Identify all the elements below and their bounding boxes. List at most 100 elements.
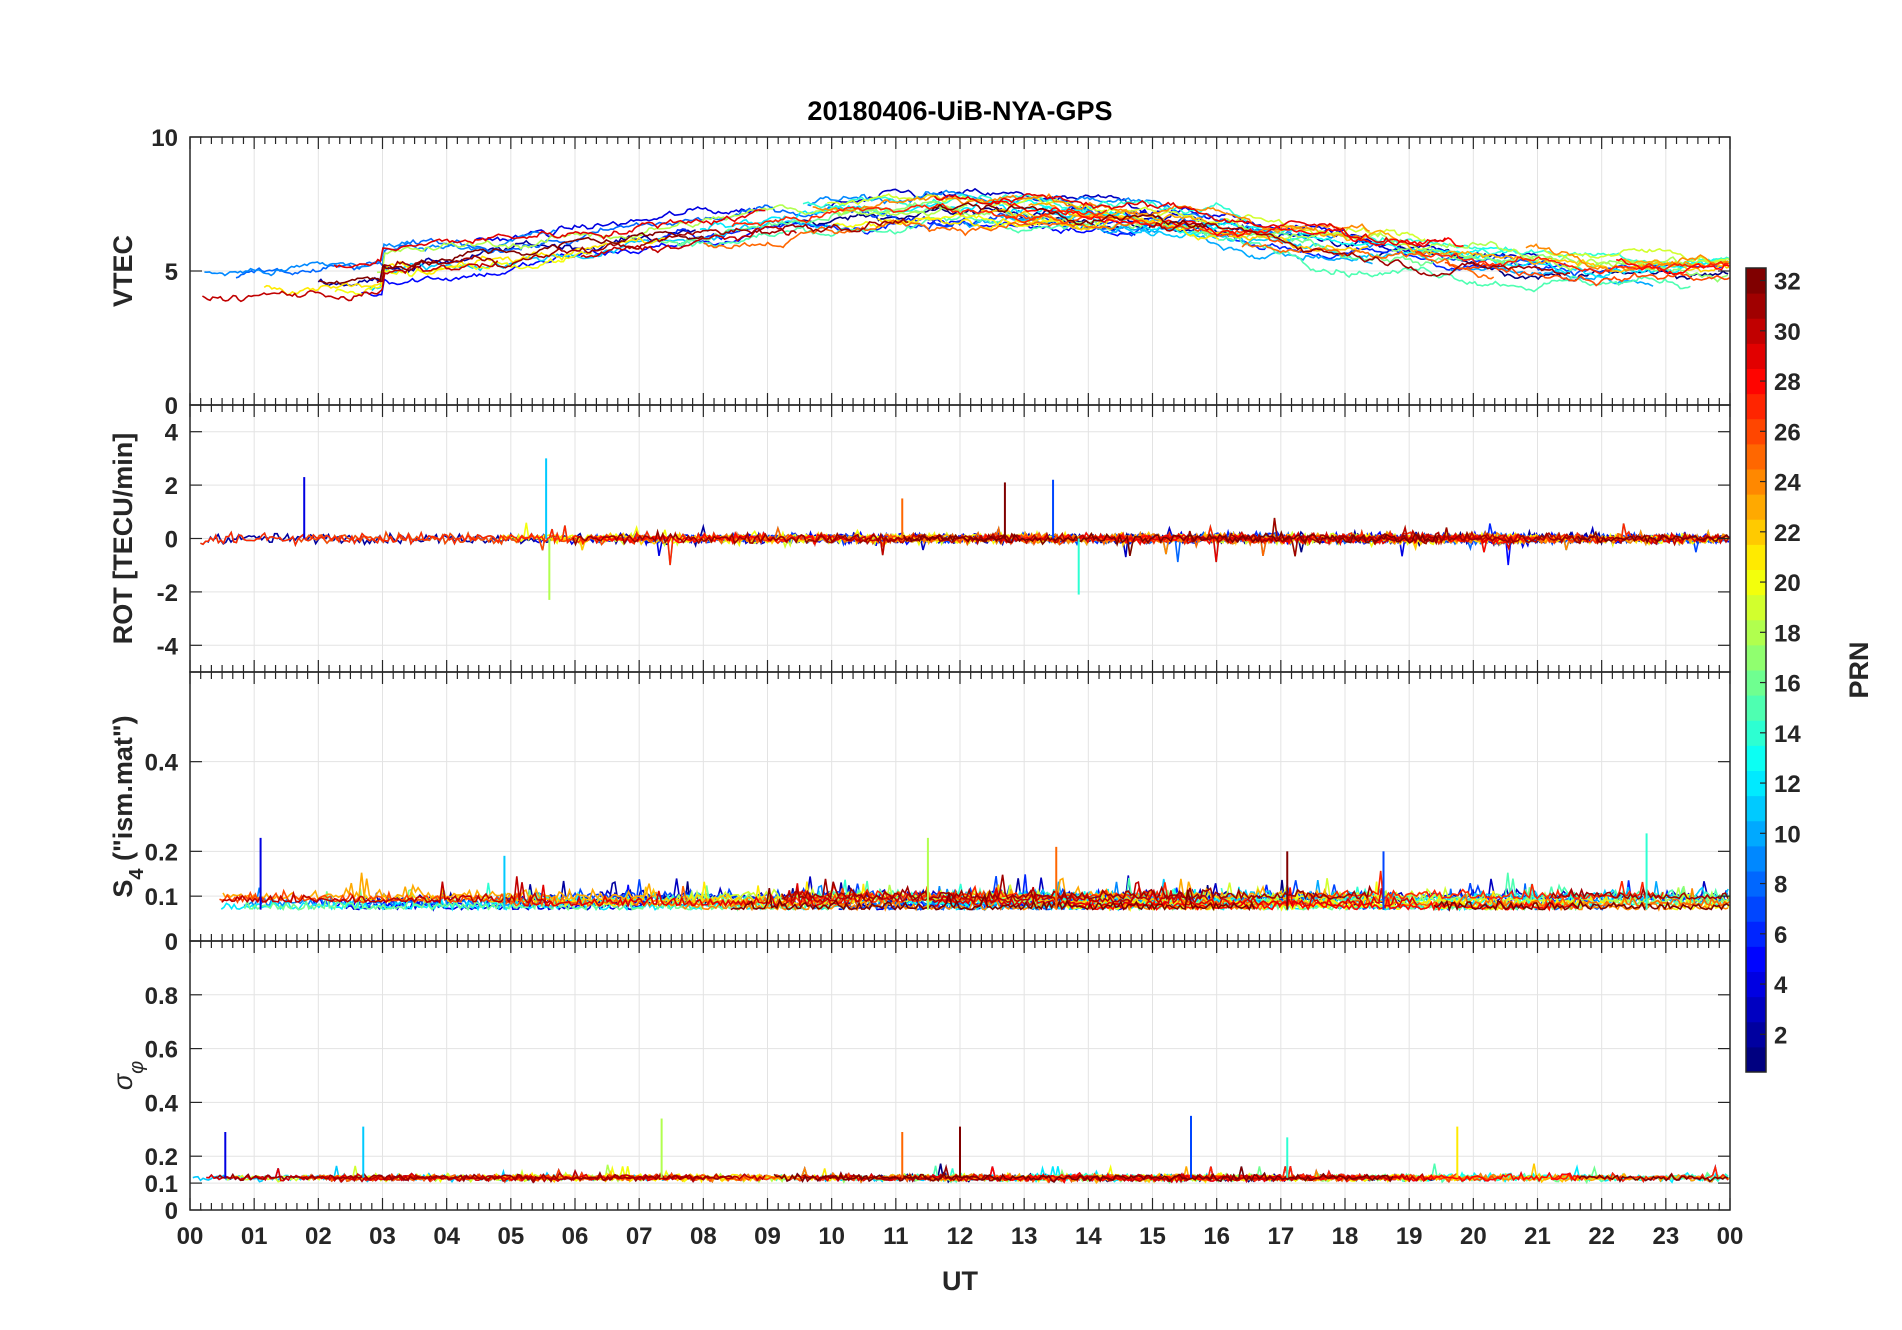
colorbar-segment bbox=[1746, 644, 1766, 671]
colorbar-segment bbox=[1746, 544, 1766, 570]
colorbar-segment bbox=[1746, 871, 1766, 897]
colorbar-segment bbox=[1746, 720, 1766, 746]
series-line-prn-27 bbox=[731, 202, 1108, 228]
chart-title: 20180406-UiB-NYA-GPS bbox=[807, 96, 1112, 126]
series-line-prn-30 bbox=[580, 225, 797, 259]
x-tick-label: 15 bbox=[1139, 1223, 1166, 1250]
colorbar-segment bbox=[1746, 293, 1766, 319]
colorbar-segment bbox=[1746, 745, 1766, 771]
colorbar-segment bbox=[1746, 368, 1766, 395]
series-line-prn-32 bbox=[1433, 898, 1730, 912]
colorbar-segment bbox=[1746, 1046, 1766, 1073]
x-tick-label: 11 bbox=[883, 1223, 908, 1250]
colorbar-tick-label: 8 bbox=[1774, 872, 1787, 899]
series-group-rot bbox=[200, 458, 1730, 600]
series-line-prn-31 bbox=[572, 528, 1020, 547]
colorbar-segment bbox=[1746, 820, 1766, 847]
y-tick-label-rot: 0 bbox=[165, 527, 178, 554]
y-tick-label-s4: 0 bbox=[165, 929, 178, 956]
y-tick-label-sigma: 0.4 bbox=[145, 1090, 179, 1117]
colorbar-tick-label: 32 bbox=[1774, 269, 1801, 296]
x-tick-label: 04 bbox=[433, 1223, 460, 1250]
x-tick-label: 09 bbox=[754, 1223, 781, 1250]
colorbar-segment bbox=[1746, 343, 1766, 369]
series-line-prn-31 bbox=[1148, 219, 1571, 277]
colorbar-tick-label: 20 bbox=[1774, 570, 1801, 597]
y-tick-label-s4: 0.1 bbox=[145, 884, 178, 911]
x-tick-label: 13 bbox=[1011, 1223, 1038, 1250]
series-line-prn-19 bbox=[1543, 248, 1730, 265]
panel-vtec: 0 5 10 VTEC bbox=[108, 125, 1731, 420]
series-line-prn-28 bbox=[988, 200, 1464, 248]
colorbar-segment bbox=[1746, 393, 1766, 420]
series-line-prn-31 bbox=[1550, 886, 1729, 900]
colorbar-segment bbox=[1746, 946, 1766, 972]
y-tick-label-vtec: 10 bbox=[151, 125, 178, 152]
series-line-prn-29 bbox=[333, 209, 766, 269]
series-line-prn-27 bbox=[1415, 250, 1729, 275]
x-ticks-vtec bbox=[189, 137, 1731, 405]
series-line-prn-28 bbox=[593, 531, 887, 547]
series-line-prn-24 bbox=[1525, 243, 1729, 273]
x-tick-label: 02 bbox=[305, 1223, 332, 1250]
series-line-prn-28 bbox=[1615, 257, 1730, 275]
colorbar-segment bbox=[1746, 318, 1766, 344]
y-tick-label-sigma: 0.6 bbox=[145, 1037, 178, 1064]
y-axis-label-sigma: σφ bbox=[108, 1061, 148, 1090]
series-line-prn-29 bbox=[522, 883, 850, 908]
x-axis-label: UT bbox=[942, 1266, 978, 1296]
y-tick-label-rot: -2 bbox=[157, 580, 178, 607]
x-tick-label: 00 bbox=[177, 1223, 204, 1250]
series-group-vtec bbox=[201, 187, 1730, 303]
colorbar-segment bbox=[1746, 795, 1766, 822]
y-axis-label-rot: ROT [TECU/min] bbox=[108, 433, 138, 644]
y-tick-label-vtec: 5 bbox=[165, 259, 178, 286]
y-tick-label-rot: 2 bbox=[165, 473, 178, 500]
x-ticks-s4 bbox=[189, 672, 1731, 941]
colorbar-segment bbox=[1746, 519, 1766, 545]
colorbar-tick-label: 2 bbox=[1774, 1022, 1787, 1049]
panel-sigma: 00.10.2 0.4 0.6 0.8 σφ bbox=[108, 940, 1731, 1225]
colorbar-tick-label: 24 bbox=[1774, 470, 1801, 497]
series-line-prn-15 bbox=[676, 214, 1094, 248]
colorbar-segment bbox=[1746, 896, 1766, 922]
colorbar-segment bbox=[1746, 770, 1766, 797]
panel-s4: 0 0.1 0.2 0.4S4 ("ism.mat") bbox=[108, 671, 1731, 956]
series-line-prn-30 bbox=[201, 260, 499, 303]
colorbar-tick-label: 26 bbox=[1774, 419, 1801, 446]
series-line-prn-26 bbox=[298, 530, 664, 551]
colorbar-segment bbox=[1746, 971, 1766, 998]
colorbar-tick-label: 6 bbox=[1774, 922, 1787, 949]
series-line-prn-30 bbox=[781, 881, 1209, 905]
colorbar-tick-label: 30 bbox=[1774, 319, 1801, 346]
x-tick-label: 19 bbox=[1396, 1223, 1423, 1250]
y-tick-label-sigma: 0.8 bbox=[145, 983, 178, 1010]
colorbar-segment bbox=[1746, 619, 1766, 646]
series-line-prn-24 bbox=[812, 193, 1371, 233]
colorbar-tick-label: 22 bbox=[1774, 520, 1801, 547]
x-tick-label: 14 bbox=[1075, 1223, 1102, 1250]
colorbar-tick-label: 14 bbox=[1774, 721, 1801, 748]
series-line-prn-31 bbox=[802, 1164, 1001, 1183]
y-tick-label-s4: 0.4 bbox=[145, 750, 179, 777]
series-group-sigma bbox=[192, 1115, 1730, 1185]
x-tick-label: 18 bbox=[1332, 1223, 1359, 1250]
colorbar-segment bbox=[1746, 418, 1766, 445]
series-line-prn-21 bbox=[263, 236, 668, 296]
x-tick-label: 06 bbox=[562, 1223, 589, 1250]
colorbar-tick-label: 16 bbox=[1774, 671, 1801, 698]
x-tick-label: 12 bbox=[947, 1223, 974, 1250]
series-line-prn-31 bbox=[214, 1171, 734, 1184]
series-line-prn-10 bbox=[1449, 265, 1654, 287]
series-line-prn-30 bbox=[221, 876, 551, 905]
series-line-prn-31 bbox=[376, 218, 909, 284]
colorbar-tick-label: 28 bbox=[1774, 369, 1801, 396]
series-line-prn-25 bbox=[1241, 241, 1495, 280]
x-tick-label: 21 bbox=[1524, 1223, 1551, 1250]
colorbar-segment bbox=[1746, 921, 1766, 947]
x-tick-label: 07 bbox=[626, 1223, 653, 1250]
series-line-prn-31 bbox=[781, 874, 1373, 901]
